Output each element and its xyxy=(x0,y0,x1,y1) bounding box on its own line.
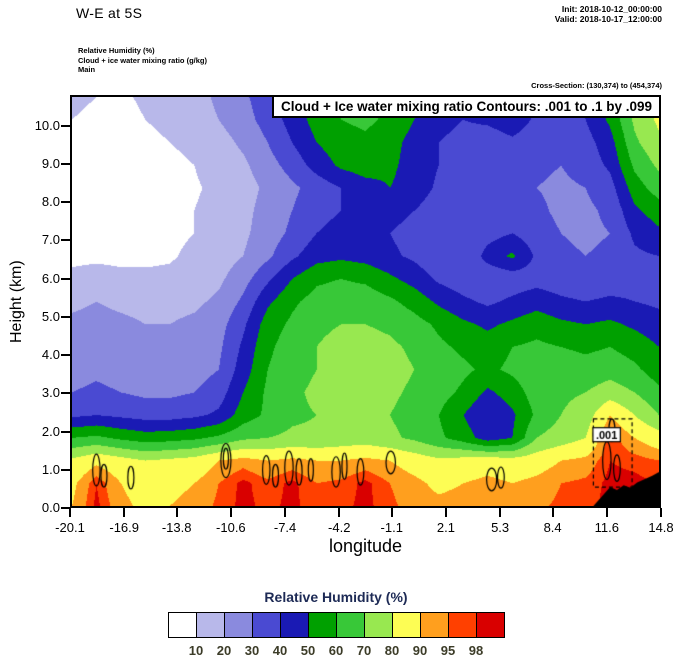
init-valid-block: Init: 2018-10-12_00:00:00 Valid: 2018-10… xyxy=(555,4,662,24)
y-tick-mark xyxy=(61,430,70,433)
x-tick-mark xyxy=(444,508,447,517)
x-tick-label: 2.1 xyxy=(436,520,455,535)
y-tick-mark xyxy=(61,239,70,242)
x-tick-mark xyxy=(605,508,608,517)
colorbar-tick-label: 95 xyxy=(440,643,456,658)
y-tick-label: 7.0 xyxy=(41,232,60,248)
plot-area: Cloud + Ice water mixing ratio Contours:… xyxy=(70,95,661,508)
y-tick-mark xyxy=(61,315,70,318)
colorbar-cell xyxy=(224,612,253,638)
x-axis-title: longitude xyxy=(328,536,403,556)
legend-line-domain: Main xyxy=(78,65,96,74)
colorbar-cell xyxy=(392,612,421,638)
cross-section-coords: Cross-Section: (130,374) to (454,374) xyxy=(531,81,662,90)
y-tick-mark xyxy=(61,277,70,280)
x-tick-label: 14.8 xyxy=(648,520,674,535)
field-legend-block: Relative Humidity (%) Cloud + ice water … xyxy=(78,46,207,75)
colorbar-cell xyxy=(196,612,225,638)
y-tick-label: 10.0 xyxy=(34,117,60,133)
valid-time: Valid: 2018-10-17_12:00:00 xyxy=(554,14,662,24)
init-time: Init: 2018-10-12_00:00:00 xyxy=(561,4,662,14)
colorbar-cell xyxy=(420,612,449,638)
x-tick-mark xyxy=(229,508,232,517)
x-tick-mark xyxy=(660,508,662,517)
x-tick-label: -13.8 xyxy=(161,520,192,535)
colorbar-tick-label: 30 xyxy=(244,643,260,658)
legend-line-rh: Relative Humidity (%) xyxy=(78,46,155,55)
y-tick-label: 0.0 xyxy=(41,500,60,515)
y-tick-label: 4.0 xyxy=(41,347,60,363)
y-tick-mark xyxy=(61,468,70,471)
colorbar-title: Relative Humidity (%) xyxy=(264,589,408,605)
colorbar-cell xyxy=(476,612,505,638)
y-tick-label: 8.0 xyxy=(41,194,60,210)
colorbar-tick-label: 50 xyxy=(300,643,316,658)
x-tick-mark xyxy=(499,508,502,517)
x-tick-label: -10.6 xyxy=(216,520,246,535)
y-tick-label: 2.0 xyxy=(41,423,60,439)
colorbar-cell xyxy=(308,612,337,638)
legend-line-cloud: Cloud + ice water mixing ratio (g/kg) xyxy=(78,55,207,65)
colorbar-cell xyxy=(448,612,477,638)
x-tick-mark xyxy=(69,508,71,517)
x-tick-label: -4.2 xyxy=(328,520,351,535)
colorbar-tick-label: 60 xyxy=(328,643,344,658)
y-tick-label: 3.0 xyxy=(41,385,60,401)
colorbar-tick-label: 10 xyxy=(188,643,204,658)
y-tick-label: 1.0 xyxy=(41,461,60,477)
colorbar-cell xyxy=(336,612,365,638)
x-tick-label: 5.3 xyxy=(491,520,510,535)
y-tick-mark xyxy=(61,124,70,127)
y-tick-mark xyxy=(61,201,70,204)
x-tick-mark xyxy=(390,508,393,517)
y-tick-label: 9.0 xyxy=(41,155,60,171)
contour-info-box: Cloud + Ice water mixing ratio Contours:… xyxy=(272,95,661,118)
y-tick-label: 6.0 xyxy=(41,270,60,286)
figure-title: W-E at 5S xyxy=(76,5,143,21)
y-tick-label: 5.0 xyxy=(41,308,60,324)
x-tick-label: -1.1 xyxy=(380,520,403,535)
colorbar-tick-label: 80 xyxy=(384,643,400,658)
x-tick-mark xyxy=(123,508,126,517)
colorbar-tick-label: 90 xyxy=(412,643,428,658)
colorbar-tick-label: 98 xyxy=(468,643,484,658)
y-tick-mark xyxy=(61,354,70,357)
y-tick-mark xyxy=(61,392,70,395)
colorbar-tick-label: 20 xyxy=(216,643,232,658)
colorbar-cell xyxy=(280,612,309,638)
x-tick-mark xyxy=(551,508,554,517)
x-tick-mark xyxy=(338,508,341,517)
x-tick-mark xyxy=(175,508,178,517)
rh-field-canvas xyxy=(72,97,659,506)
colorbar-cell xyxy=(168,612,197,638)
x-tick-label: -20.1 xyxy=(55,520,85,535)
x-tick-label: 11.6 xyxy=(594,520,619,535)
y-tick-mark xyxy=(61,162,70,165)
x-tick-label: -7.4 xyxy=(273,520,297,535)
colorbar-cell xyxy=(252,612,281,638)
x-tick-label: 8.4 xyxy=(543,520,562,535)
colorbar-tick-label: 40 xyxy=(272,643,288,658)
colorbar-cell xyxy=(364,612,393,638)
colorbar-tick-label: 70 xyxy=(356,643,372,658)
x-tick-label: -16.9 xyxy=(109,520,139,535)
y-tick-mark xyxy=(61,507,70,509)
x-tick-mark xyxy=(284,508,287,517)
